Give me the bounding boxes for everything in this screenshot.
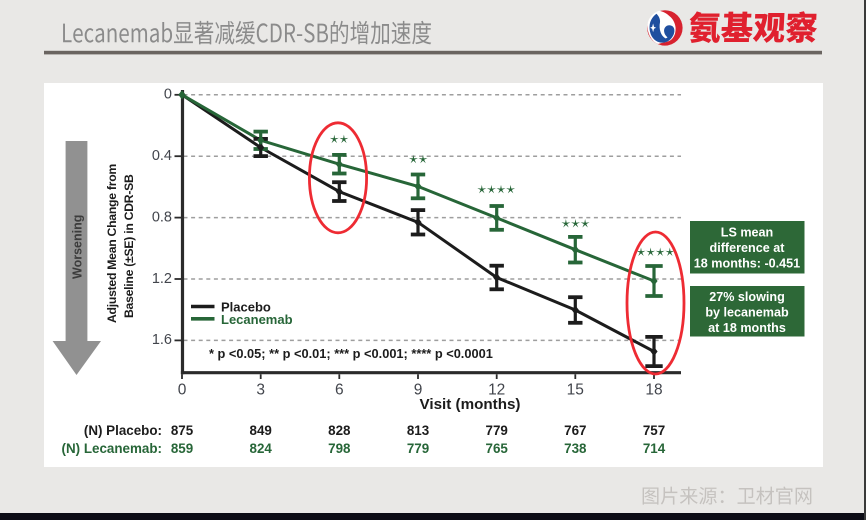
svg-text:27% slowing: 27% slowing bbox=[709, 290, 785, 304]
svg-text:779: 779 bbox=[486, 423, 508, 438]
svg-text:(N) Lecanemab:: (N) Lecanemab: bbox=[62, 441, 162, 456]
svg-text:767: 767 bbox=[564, 423, 586, 438]
svg-text:714: 714 bbox=[643, 441, 666, 456]
svg-text:765: 765 bbox=[486, 441, 509, 456]
svg-text:1.2: 1.2 bbox=[152, 271, 172, 287]
svg-text:757: 757 bbox=[643, 423, 665, 438]
svg-text:Lecanemab: Lecanemab bbox=[221, 312, 293, 327]
svg-text:by lecanemab: by lecanemab bbox=[705, 306, 789, 320]
svg-text:12: 12 bbox=[488, 382, 505, 399]
svg-text:Adjusted Mean Change from: Adjusted Mean Change from bbox=[105, 164, 119, 323]
svg-text:0: 0 bbox=[164, 87, 172, 103]
svg-text:798: 798 bbox=[328, 441, 351, 456]
svg-text:Placebo: Placebo bbox=[221, 300, 271, 315]
svg-text:9: 9 bbox=[414, 382, 423, 399]
svg-text:0: 0 bbox=[178, 382, 187, 399]
svg-text:Worsening: Worsening bbox=[71, 215, 85, 279]
svg-text:Visit (months): Visit (months) bbox=[420, 396, 521, 413]
svg-text:Baseline (±SE) in CDR-SB: Baseline (±SE) in CDR-SB bbox=[122, 174, 136, 318]
svg-text:1.6: 1.6 bbox=[152, 332, 172, 348]
svg-text:(N) Placebo:: (N) Placebo: bbox=[84, 423, 162, 438]
svg-text:3: 3 bbox=[256, 382, 265, 399]
svg-text:6: 6 bbox=[335, 382, 344, 399]
svg-text:0.8: 0.8 bbox=[152, 209, 172, 225]
svg-text:0.4: 0.4 bbox=[152, 148, 172, 164]
svg-text:18: 18 bbox=[645, 382, 662, 399]
svg-text:LS mean: LS mean bbox=[721, 226, 774, 240]
svg-text:* p <0.05; ** p <0.01; *** p <: * p <0.05; ** p <0.01; *** p <0.001; ***… bbox=[209, 346, 493, 361]
svg-text:875: 875 bbox=[171, 423, 194, 438]
svg-text:15: 15 bbox=[567, 382, 584, 399]
svg-text:at 18 months: at 18 months bbox=[708, 321, 786, 335]
svg-text:738: 738 bbox=[564, 441, 587, 456]
svg-text:813: 813 bbox=[407, 423, 429, 438]
svg-text:859: 859 bbox=[171, 441, 193, 456]
svg-text:824: 824 bbox=[250, 441, 273, 456]
svg-text:difference at: difference at bbox=[710, 241, 786, 255]
svg-text:849: 849 bbox=[250, 423, 272, 438]
svg-text:18 months: -0.451: 18 months: -0.451 bbox=[694, 257, 800, 271]
svg-text:828: 828 bbox=[328, 423, 351, 438]
svg-text:779: 779 bbox=[407, 441, 429, 456]
